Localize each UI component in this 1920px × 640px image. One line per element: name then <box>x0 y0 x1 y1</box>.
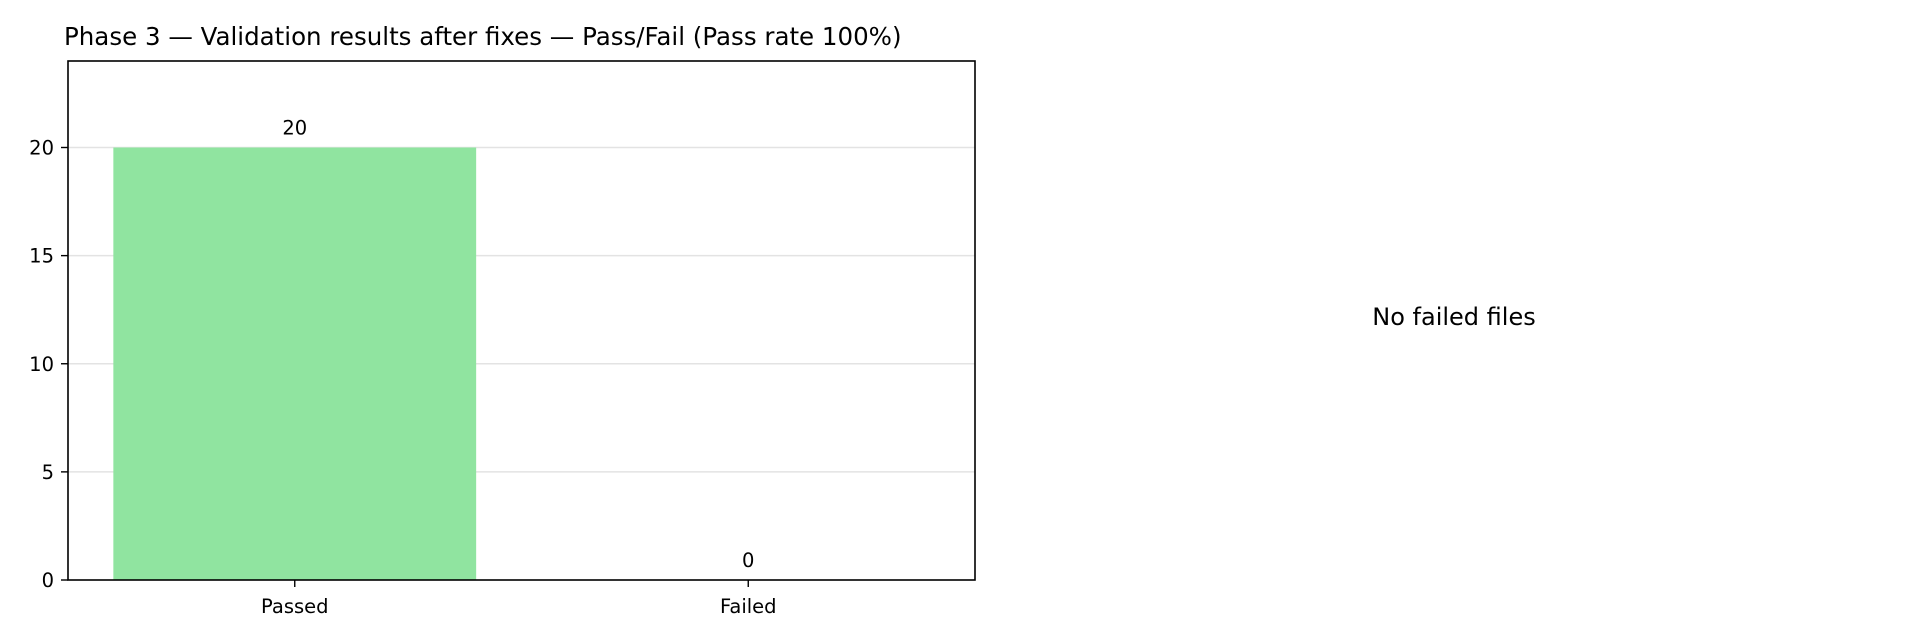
data-label-failed: 0 <box>742 549 754 572</box>
x-tick-label-failed: Failed <box>720 595 777 618</box>
no-failed-files-message: No failed files <box>1284 303 1624 331</box>
data-label-passed: 20 <box>282 117 307 140</box>
chart-title: Phase 3 — Validation results after fixes… <box>64 22 902 51</box>
y-tick-label-5: 5 <box>42 461 54 484</box>
bars <box>113 148 476 581</box>
y-tick-label-15: 15 <box>29 245 54 268</box>
x-tick-label-passed: Passed <box>261 595 329 618</box>
bar-passed <box>113 148 476 581</box>
y-tick-label-10: 10 <box>29 353 54 376</box>
y-tick-label-0: 0 <box>42 569 54 592</box>
y-tick-label-20: 20 <box>29 137 54 160</box>
